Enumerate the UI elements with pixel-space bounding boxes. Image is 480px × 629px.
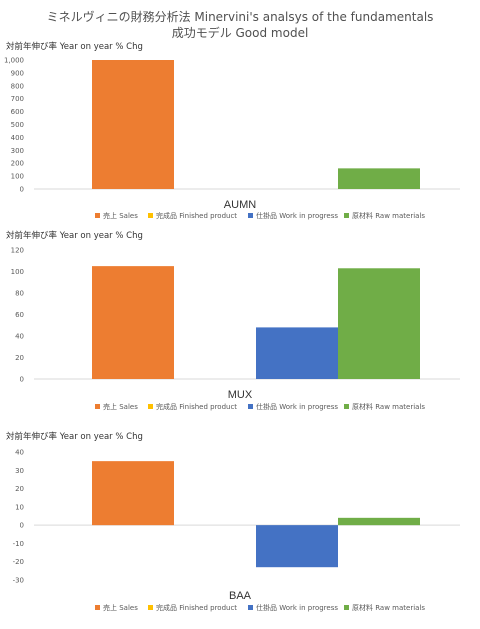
legend-swatch-raw-materials xyxy=(344,213,349,218)
y-tick-label: 300 xyxy=(11,147,24,155)
y-axis-label-2: 対前年伸び率 Year on year % Chg xyxy=(6,231,143,241)
y-tick-label: -20 xyxy=(13,558,24,566)
y-tick-label: 500 xyxy=(11,121,24,129)
legend-label-raw-materials: 原材料 Raw materials xyxy=(352,603,425,612)
legend-label-finished-product: 完成品 Finished product xyxy=(156,211,237,220)
bar-sales xyxy=(92,60,174,189)
y-tick-label: 200 xyxy=(11,160,24,168)
legend-label-raw-materials: 原材料 Raw materials xyxy=(352,402,425,411)
legend-label-sales: 売上 Sales xyxy=(103,402,138,411)
legend-label-work-in-progress: 仕掛品 Work in progress xyxy=(256,603,338,612)
chart-name: BAA xyxy=(229,590,252,602)
bar-sales xyxy=(92,461,174,526)
y-axis-label-3: 対前年伸び率 Year on year % Chg xyxy=(6,432,143,442)
y-tick-label: 40 xyxy=(15,449,24,457)
y-tick-label: 100 xyxy=(11,268,24,276)
legend-swatch-raw-materials xyxy=(344,605,349,610)
chart-baa-svg: -30 -20 -10 0 10 20 30 40 BAA 売上 Sales 完成品 Finishe… xyxy=(13,449,460,612)
y-tick-label: 600 xyxy=(11,108,24,116)
bar-raw-materials xyxy=(338,517,420,526)
legend-swatch-raw-materials xyxy=(344,404,349,409)
legend-label-work-in-progress: 仕掛品 Work in progress xyxy=(256,402,338,411)
y-tick-label: 20 xyxy=(15,485,24,493)
y-tick-label: 60 xyxy=(15,311,24,319)
legend-swatch-sales xyxy=(95,605,100,610)
y-tick-label: -30 xyxy=(13,577,24,585)
chart-mux-svg: 0 20 40 60 80 100 120 MUX 売上 Sales 完成品 Finished p… xyxy=(11,247,460,411)
legend-swatch-sales xyxy=(95,213,100,218)
chart-aumn: 0 100 200 300 400 500 600 700 800 900 1,000 AUMN 売上 … xyxy=(0,50,480,225)
y-tick-label: 700 xyxy=(11,95,24,103)
y-tick-label: -10 xyxy=(13,540,24,548)
y-tick-label: 0 xyxy=(20,376,24,384)
legend-swatch-work-in-progress xyxy=(248,213,253,218)
legend-label-work-in-progress: 仕掛品 Work in progress xyxy=(256,211,338,220)
y-tick-label: 80 xyxy=(15,290,24,298)
bar-work-in-progress xyxy=(256,327,338,379)
chart-name: AUMN xyxy=(224,199,256,211)
legend-swatch-work-in-progress xyxy=(248,605,253,610)
legend-swatch-sales xyxy=(95,404,100,409)
page-subtitle: 成功モデル Good model xyxy=(171,26,309,40)
chart-name: MUX xyxy=(228,389,253,401)
bar-sales xyxy=(92,266,174,379)
y-tick-label: 900 xyxy=(11,69,24,77)
y-axis-label-1: 対前年伸び率 Year on year % Chg xyxy=(6,42,143,52)
legend-swatch-finished-product xyxy=(148,213,153,218)
y-tick-label: 800 xyxy=(11,82,24,90)
legend-label-finished-product: 完成品 Finished product xyxy=(156,402,237,411)
page-title: ミネルヴィニの財務分析法 Minervini's analsys of the … xyxy=(46,10,434,24)
bar-raw-materials xyxy=(338,168,420,189)
y-tick-label: 10 xyxy=(15,503,24,511)
y-tick-label: 1,000 xyxy=(4,57,24,65)
y-tick-label: 0 xyxy=(20,522,24,530)
chart-mux: 0 20 40 60 80 100 120 MUX 売上 Sales 完成品 Finished p… xyxy=(0,240,480,418)
chart-baa: -30 -20 -10 0 10 20 30 40 BAA 売上 Sales 完成品 Finishe… xyxy=(0,440,480,620)
chart-aumn-svg: 0 100 200 300 400 500 600 700 800 900 1,000 AUMN 売上 … xyxy=(4,57,460,220)
y-tick-label: 40 xyxy=(15,333,24,341)
y-tick-label: 20 xyxy=(15,354,24,362)
y-tick-label: 400 xyxy=(11,134,24,142)
y-tick-label: 120 xyxy=(11,247,24,255)
bar-work-in-progress xyxy=(256,525,338,568)
legend-label-finished-product: 完成品 Finished product xyxy=(156,603,237,612)
legend-swatch-work-in-progress xyxy=(248,404,253,409)
legend-swatch-finished-product xyxy=(148,605,153,610)
y-tick-label: 0 xyxy=(20,186,24,194)
y-tick-label: 30 xyxy=(15,467,24,475)
legend-label-sales: 売上 Sales xyxy=(103,603,138,612)
legend-label-sales: 売上 Sales xyxy=(103,211,138,220)
bar-raw-materials xyxy=(338,268,420,379)
legend-label-raw-materials: 原材料 Raw materials xyxy=(352,211,425,220)
y-tick-label: 100 xyxy=(11,173,24,181)
legend-swatch-finished-product xyxy=(148,404,153,409)
